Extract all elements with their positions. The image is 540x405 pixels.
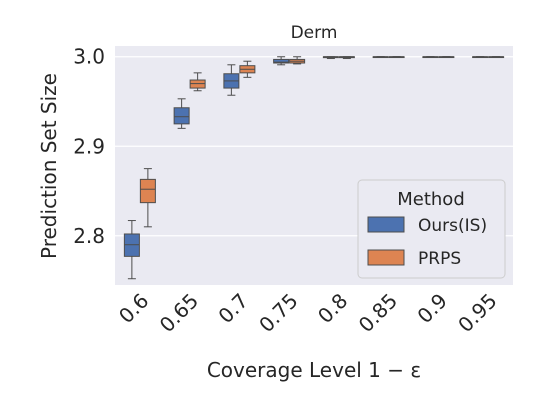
box-iqr	[273, 58, 290, 64]
y-tick-label: 3.0	[73, 45, 105, 69]
chart-title: Derm	[291, 23, 338, 43]
x-tick-label: 0.75	[254, 289, 302, 337]
box-iqr	[173, 107, 190, 125]
y-axis-label: Prediction Set Size	[37, 73, 61, 259]
y-tick-label: 2.9	[73, 134, 105, 158]
x-tick-label: 0.8	[313, 289, 352, 328]
box-ours-is-0.95	[472, 56, 489, 59]
y-tick-labels: 2.8 2.9 3.0	[73, 45, 105, 248]
x-tick-label: 0.7	[213, 289, 252, 328]
box-series	[123, 56, 505, 280]
legend-title: Method	[397, 189, 465, 210]
x-tick-label: 0.65	[155, 289, 203, 337]
box-ours-is-0.7	[223, 64, 240, 96]
box-prps-0.7	[239, 60, 256, 78]
box-prps-0.95	[488, 56, 505, 59]
box-prps-0.8	[338, 56, 355, 60]
x-tick-label: 0.6	[114, 289, 153, 328]
x-tick-label: 0.95	[453, 289, 501, 337]
box-ours-is-0.85	[372, 56, 389, 59]
legend-swatch-ours-is	[367, 216, 405, 233]
x-tick-label: 0.9	[412, 289, 451, 328]
box-ours-is-0.9	[422, 56, 439, 59]
box-prps-0.75	[289, 56, 306, 65]
y-tick-label: 2.8	[73, 224, 105, 248]
legend-label-ours-is: Ours(IS)	[418, 216, 487, 236]
box-ours-is-0.65	[173, 98, 190, 129]
legend-swatch-prps	[367, 249, 405, 266]
legend-label-prps: PRPS	[418, 249, 461, 269]
box-prps-0.85	[388, 56, 405, 59]
x-tick-label: 0.85	[354, 289, 402, 337]
box-prps-0.9	[438, 56, 455, 59]
box-ours-is-0.8	[322, 56, 339, 60]
box-iqr	[139, 178, 156, 204]
box-prps-0.65	[189, 72, 206, 92]
legend: Method Ours(IS) PRPS	[357, 179, 506, 279]
box-ours-is-0.75	[273, 56, 290, 66]
box-prps-0.6	[139, 168, 156, 228]
box-ours-is-0.6	[123, 220, 140, 280]
x-axis-label: Coverage Level 1 − ε	[207, 358, 421, 382]
x-tick-labels: 0.6 0.65 0.7 0.75 0.8 0.85 0.9 0.95	[114, 289, 502, 337]
